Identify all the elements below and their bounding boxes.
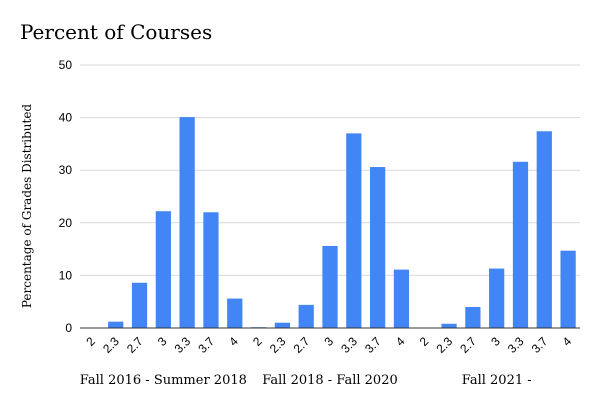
y-axis-label: Percentage of Grades Distributed — [20, 104, 34, 309]
bar — [512, 161, 529, 328]
bars — [108, 117, 576, 328]
y-axis-ticks: 0 10 20 30 40 50 — [59, 58, 73, 335]
bar — [560, 250, 576, 328]
bar — [203, 212, 219, 328]
y-tick-label: 0 — [65, 321, 72, 335]
y-tick-label: 40 — [59, 111, 73, 125]
bar — [179, 117, 195, 328]
y-tick-label: 10 — [59, 268, 73, 282]
y-tick-label: 50 — [59, 58, 73, 72]
bar — [370, 167, 386, 328]
bar — [131, 282, 148, 328]
bar — [322, 245, 338, 328]
bar — [489, 268, 505, 328]
chart-title: Percent of Courses — [20, 20, 212, 44]
bar — [441, 323, 457, 328]
y-tick-label: 30 — [59, 163, 73, 177]
bar — [155, 211, 171, 328]
group-labels: Fall 2016 - Summer 2018 Fall 2018 - Fall … — [80, 373, 532, 388]
bar — [274, 322, 290, 328]
bar — [298, 304, 314, 328]
bar — [346, 133, 362, 328]
group-label: Fall 2018 - Fall 2020 — [262, 373, 398, 388]
y-tick-label: 20 — [59, 216, 73, 230]
bar — [227, 298, 243, 328]
group-label: Fall 2021 - — [462, 373, 532, 388]
bar — [536, 131, 552, 328]
bar — [465, 306, 481, 328]
bar — [393, 269, 410, 328]
bar — [108, 321, 124, 328]
group-label: Fall 2016 - Summer 2018 — [80, 373, 247, 388]
